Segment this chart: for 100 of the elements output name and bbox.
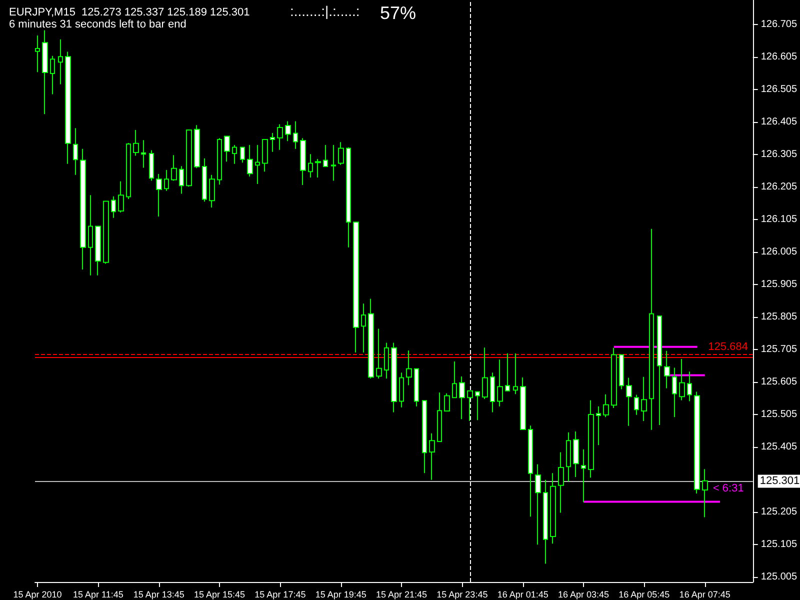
y-tick-label: 126.305	[760, 148, 798, 160]
candlestick	[111, 196, 116, 218]
ref-line-label: 125.684	[708, 341, 748, 354]
candlestick	[490, 372, 495, 413]
candlestick	[596, 406, 601, 446]
candlestick	[391, 342, 397, 413]
y-tick-label: 126.405	[760, 116, 798, 128]
x-tick-label: 15 Apr 15:45	[194, 590, 246, 600]
candlestick	[694, 391, 700, 494]
candlestick	[467, 390, 473, 422]
y-tick-label: 126.605	[760, 51, 798, 62]
candlestick	[399, 372, 404, 408]
y-tick-label: 125.405	[760, 442, 798, 453]
candlestick	[543, 479, 548, 564]
y-tick-label: 126.505	[760, 84, 798, 95]
candlestick	[95, 226, 101, 276]
candlestick	[649, 228, 654, 430]
candlestick	[240, 146, 245, 164]
annotation: 57%	[380, 3, 416, 23]
x-tick-label: 16 Apr 07:45	[679, 590, 730, 600]
x-tick-label: 16 Apr 05:45	[618, 590, 670, 600]
y-tick-label: 125.205	[760, 506, 798, 518]
y-tick-label: 125.105	[760, 539, 798, 550]
candlestick	[603, 394, 609, 418]
candlestick	[224, 136, 230, 162]
candlestick	[293, 120, 298, 150]
candlestick	[217, 138, 222, 186]
y-tick-label: 126.705	[760, 18, 798, 30]
candlestick	[619, 354, 624, 390]
candlestick	[202, 158, 207, 202]
candlestick	[194, 124, 200, 169]
candlestick	[331, 144, 336, 182]
x-tick-label: 15 Apr 23:45	[436, 590, 488, 600]
candlestick	[566, 432, 571, 482]
x-tick-label: 16 Apr 01:45	[497, 590, 548, 600]
y-tick-label: 126.105	[760, 214, 798, 225]
candlestick	[133, 130, 139, 156]
x-tick-label: 15 Apr 2010	[13, 590, 62, 600]
candlestick	[308, 154, 313, 178]
candlestick	[65, 51, 71, 164]
candlestick	[422, 400, 427, 474]
candlestick	[35, 34, 40, 73]
candlestick	[581, 448, 586, 503]
candlestick	[346, 146, 351, 248]
candlestick	[353, 222, 359, 353]
y-tick-label: 125.905	[760, 278, 798, 290]
candlestick	[338, 142, 344, 166]
candlestick	[444, 392, 450, 412]
candlestick	[42, 30, 48, 115]
y-tick-label: 126.005	[760, 246, 798, 258]
candlestick	[520, 376, 526, 430]
candlestick	[664, 350, 670, 389]
x-tick-label: 15 Apr 11:45	[73, 590, 124, 600]
candlestick	[588, 400, 594, 478]
y-tick-label: 126.205	[760, 181, 798, 192]
text: 6 minutes 31 seconds left to bar end	[9, 18, 186, 30]
candlestick	[626, 377, 632, 426]
candlestick	[179, 166, 184, 194]
candlestick	[558, 452, 564, 514]
candlestick	[368, 298, 374, 379]
x-tick-label: 16 Apr 03:45	[558, 590, 610, 600]
candlestick	[528, 425, 533, 518]
candlestick	[126, 142, 131, 200]
annotation: :.......:|.:.....:	[290, 3, 360, 19]
candlestick	[73, 128, 78, 176]
candlestick	[156, 173, 162, 218]
candlestick	[164, 170, 169, 192]
candlestick	[50, 55, 55, 95]
x-tick-label: 15 Apr 19:45	[315, 590, 366, 600]
candlestick	[209, 174, 215, 208]
candlestick	[300, 138, 306, 186]
candlestick	[232, 144, 237, 164]
candlestick	[550, 472, 556, 544]
candlestick	[437, 392, 442, 442]
candlestick	[657, 316, 662, 426]
candlestick	[80, 148, 86, 270]
x-tick-label: 15 Apr 17:45	[254, 590, 306, 600]
candlestick	[535, 464, 541, 546]
y-tick-label: 125.005	[760, 572, 798, 583]
candlestick	[702, 468, 708, 518]
x-tick-label: 15 Apr 13:45	[133, 590, 184, 600]
candlestick	[277, 124, 283, 150]
candlestick	[406, 350, 412, 386]
candlestick	[687, 371, 692, 402]
candlestick	[634, 394, 639, 416]
text: EURJPY,M15 125.273 125.337 125.189 125.301	[9, 6, 250, 18]
y-tick-label: 125.805	[760, 312, 798, 323]
candlestick	[459, 376, 465, 420]
candlestick	[497, 359, 503, 407]
candlestick	[247, 144, 253, 178]
candlestick	[452, 361, 457, 398]
candlestick	[641, 376, 647, 422]
candlestick	[482, 347, 488, 400]
y-tick-label: 125.605	[760, 376, 798, 388]
candlestick	[505, 352, 510, 392]
candlestick	[262, 138, 268, 172]
candlestick	[149, 150, 154, 182]
candlestick	[323, 144, 328, 167]
candlestick	[513, 352, 518, 395]
candlestick	[573, 430, 579, 478]
